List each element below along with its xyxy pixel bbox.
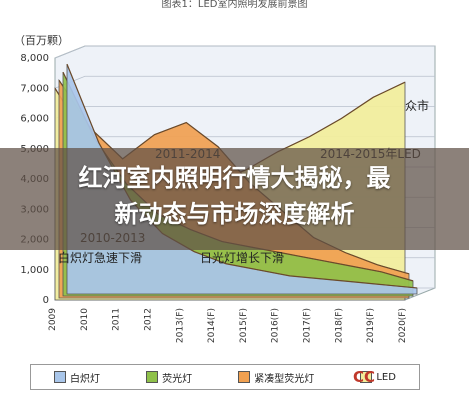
headline-overlay xyxy=(0,148,469,250)
legend-swatch-cfl xyxy=(238,371,251,383)
legend-label-incandescent: 白炽灯 xyxy=(70,373,101,385)
y-tick-label: 7,000 xyxy=(20,83,49,94)
legend-item-cfl: 紧凑型荧光灯 xyxy=(238,370,314,385)
gridline xyxy=(54,45,435,59)
x-tick-label: 2012 xyxy=(143,308,153,331)
chart-annotation: 众市 xyxy=(405,98,429,113)
brand-logo: CC xyxy=(352,368,376,386)
legend-label-led: LED xyxy=(376,371,396,383)
x-tick-label: 2015(F) xyxy=(239,308,249,343)
legend-label-cfl: 紧凑型荧光灯 xyxy=(254,373,315,385)
legend-swatch-led xyxy=(360,371,373,383)
legend-item-led: LED xyxy=(360,371,396,383)
legend-item-fluorescent: 荧光灯 xyxy=(146,370,192,385)
chart-annotation: 白炽灯急速下滑 xyxy=(58,250,142,265)
x-tick-label: 2010 xyxy=(80,308,90,331)
x-tick-label: 2019(F) xyxy=(366,308,376,343)
legend-swatch-incandescent xyxy=(54,371,67,383)
x-tick-label: 2009 xyxy=(48,308,58,331)
legend-swatch-fluorescent xyxy=(146,371,159,383)
chart-legend: 白炽灯 荧光灯 紧凑型荧光灯 LED xyxy=(30,364,420,390)
x-tick-label: 2016(F) xyxy=(271,308,281,343)
y-tick-label: 1,000 xyxy=(20,265,49,276)
legend-label-fluorescent: 荧光灯 xyxy=(162,373,193,385)
chart-caption: 图表1：LED室内照明发展前景图 xyxy=(161,0,308,10)
headline: 红河室内照明行情大揭秘，最 新动态与市场深度解析 xyxy=(0,160,469,232)
x-tick-label: 2013(F) xyxy=(175,308,185,343)
y-tick-label: 0 xyxy=(43,295,49,306)
x-tick-label: 2018(F) xyxy=(334,308,344,343)
x-tick-label: 2017(F) xyxy=(303,308,313,343)
chart-annotation: 日光灯增长下滑 xyxy=(200,251,284,265)
headline-line-2: 新动态与市场深度解析 xyxy=(114,200,355,228)
legend-item-incandescent: 白炽灯 xyxy=(54,370,100,385)
y-axis-unit-label: （百万颗） xyxy=(14,34,69,47)
y-tick-label: 8,000 xyxy=(20,53,49,64)
y-tick-label: 6,000 xyxy=(20,114,49,125)
x-tick-label: 2011 xyxy=(112,308,122,331)
x-tick-label: 2014(F) xyxy=(207,308,217,343)
headline-line-1: 红河室内照明行情大揭秘，最 xyxy=(78,164,391,192)
x-tick-label: 2020(F) xyxy=(398,308,408,343)
